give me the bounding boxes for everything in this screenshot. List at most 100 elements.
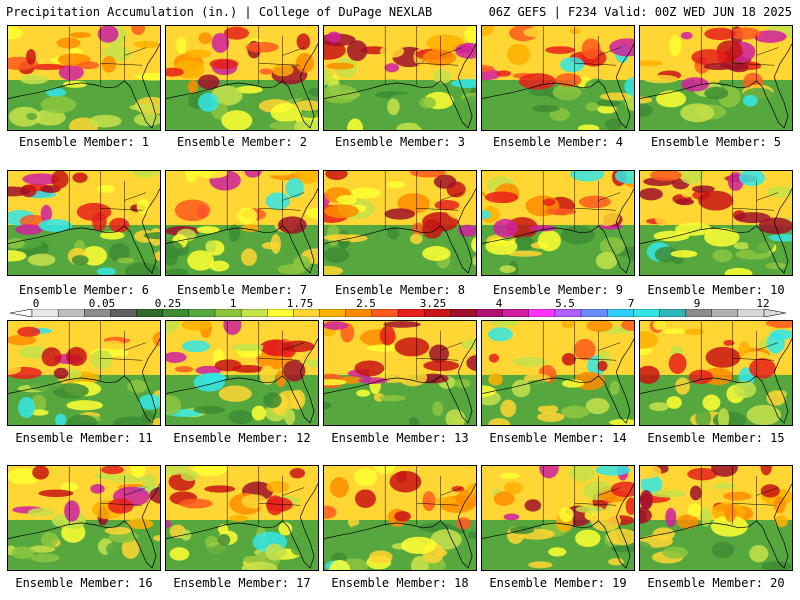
precip-blob — [624, 76, 634, 97]
ensemble-map-panel — [165, 170, 319, 276]
precip-blob — [597, 360, 608, 372]
colorbar-segment — [711, 309, 739, 317]
precip-blob — [166, 321, 180, 334]
precip-blob — [504, 481, 523, 495]
precip-blob — [166, 519, 171, 529]
precip-region-south — [166, 519, 318, 570]
colorbar-segment — [580, 309, 608, 317]
precip-blob — [423, 360, 460, 372]
precip-blob — [8, 186, 31, 197]
precip-blob — [640, 365, 660, 384]
precip-blob — [640, 474, 663, 495]
precip-blob — [702, 394, 721, 411]
colorbar-segment — [319, 309, 347, 317]
precip-blob — [166, 240, 184, 259]
precip-blob — [528, 561, 553, 569]
precip-blob — [174, 366, 194, 373]
state-borders — [68, 26, 147, 85]
precip-blob — [426, 34, 464, 52]
colorbar-segment — [476, 309, 504, 317]
precip-blob — [324, 120, 352, 130]
precip-blob — [197, 92, 219, 112]
precip-blob — [640, 331, 659, 349]
precip-blob — [71, 255, 89, 266]
coastline — [8, 338, 160, 424]
coastline — [166, 338, 318, 424]
precip-blob — [687, 467, 718, 481]
state-borders — [700, 321, 779, 380]
coastline — [640, 43, 792, 129]
precip-blob — [296, 33, 311, 50]
precip-blob — [270, 103, 302, 123]
precip-blob — [608, 558, 624, 566]
ensemble-member-label: Ensemble Member: 10 — [647, 283, 785, 297]
precip-blob — [15, 224, 43, 235]
precip-blob — [324, 247, 350, 264]
precip-blob — [699, 507, 712, 527]
precip-blob — [559, 507, 574, 522]
precip-blob — [705, 346, 741, 368]
precip-blob — [187, 80, 198, 94]
ensemble-map-panel — [481, 170, 635, 276]
precip-blob — [711, 466, 739, 477]
ensemble-member-label: Ensemble Member: 18 — [331, 576, 469, 590]
precip-blob — [8, 26, 23, 40]
precip-blob — [704, 27, 736, 41]
precip-blob — [324, 107, 339, 123]
precip-blob — [622, 375, 634, 397]
precip-blob — [329, 477, 349, 498]
precip-blob — [710, 515, 749, 537]
precip-blob — [676, 514, 699, 530]
precip-blob — [129, 104, 160, 111]
precip-field — [640, 26, 792, 130]
precip-blob — [500, 399, 517, 418]
precip-blob — [595, 252, 618, 270]
precip-blob — [166, 268, 189, 275]
ensemble-map-panel — [165, 320, 319, 426]
precip-blob — [723, 339, 735, 346]
precip-blob — [26, 112, 38, 121]
ensemble-map-panel — [165, 25, 319, 131]
precip-blob — [89, 93, 111, 113]
precip-blob — [387, 98, 400, 116]
precip-blob — [747, 236, 775, 254]
precip-blob — [640, 466, 662, 480]
precip-blob — [259, 365, 276, 385]
precip-region-south — [324, 224, 476, 275]
precip-blob — [680, 187, 694, 198]
precip-blob — [434, 200, 460, 211]
precip-blob — [262, 339, 291, 357]
precip-blob — [282, 340, 315, 353]
precip-blob — [196, 226, 220, 234]
coastline — [640, 338, 792, 424]
precip-blob — [749, 544, 769, 563]
page-title: Precipitation Accumulation (in.) | Colle… — [6, 5, 433, 19]
precip-blob — [503, 513, 520, 521]
precip-blob — [131, 26, 146, 36]
ensemble-member-label: Ensemble Member: 3 — [334, 135, 466, 149]
precip-blob — [734, 212, 771, 224]
ensemble-map-panel — [323, 320, 477, 426]
precip-blob — [400, 536, 437, 555]
precip-blob — [69, 31, 92, 39]
precip-blob — [347, 515, 360, 528]
precip-blob — [625, 497, 634, 515]
precip-blob — [259, 68, 273, 75]
ensemble-member-label: Ensemble Member: 2 — [176, 135, 308, 149]
precip-blob — [205, 240, 217, 253]
precip-blob — [666, 396, 682, 409]
precip-blob — [181, 321, 212, 331]
ensemble-map-panel — [323, 170, 477, 276]
precip-blob — [324, 84, 359, 104]
precip-blob — [765, 321, 792, 329]
precip-blob — [774, 515, 788, 528]
coastline — [8, 43, 160, 129]
state-borders — [384, 171, 463, 230]
colorbar-segment — [397, 309, 425, 317]
colorbar-tick-label: 0 — [32, 297, 40, 310]
coastline — [8, 188, 160, 274]
precip-blob — [130, 466, 146, 478]
colorbar-segment — [450, 309, 477, 317]
precip-blob — [235, 85, 263, 94]
precip-blob — [396, 122, 423, 130]
